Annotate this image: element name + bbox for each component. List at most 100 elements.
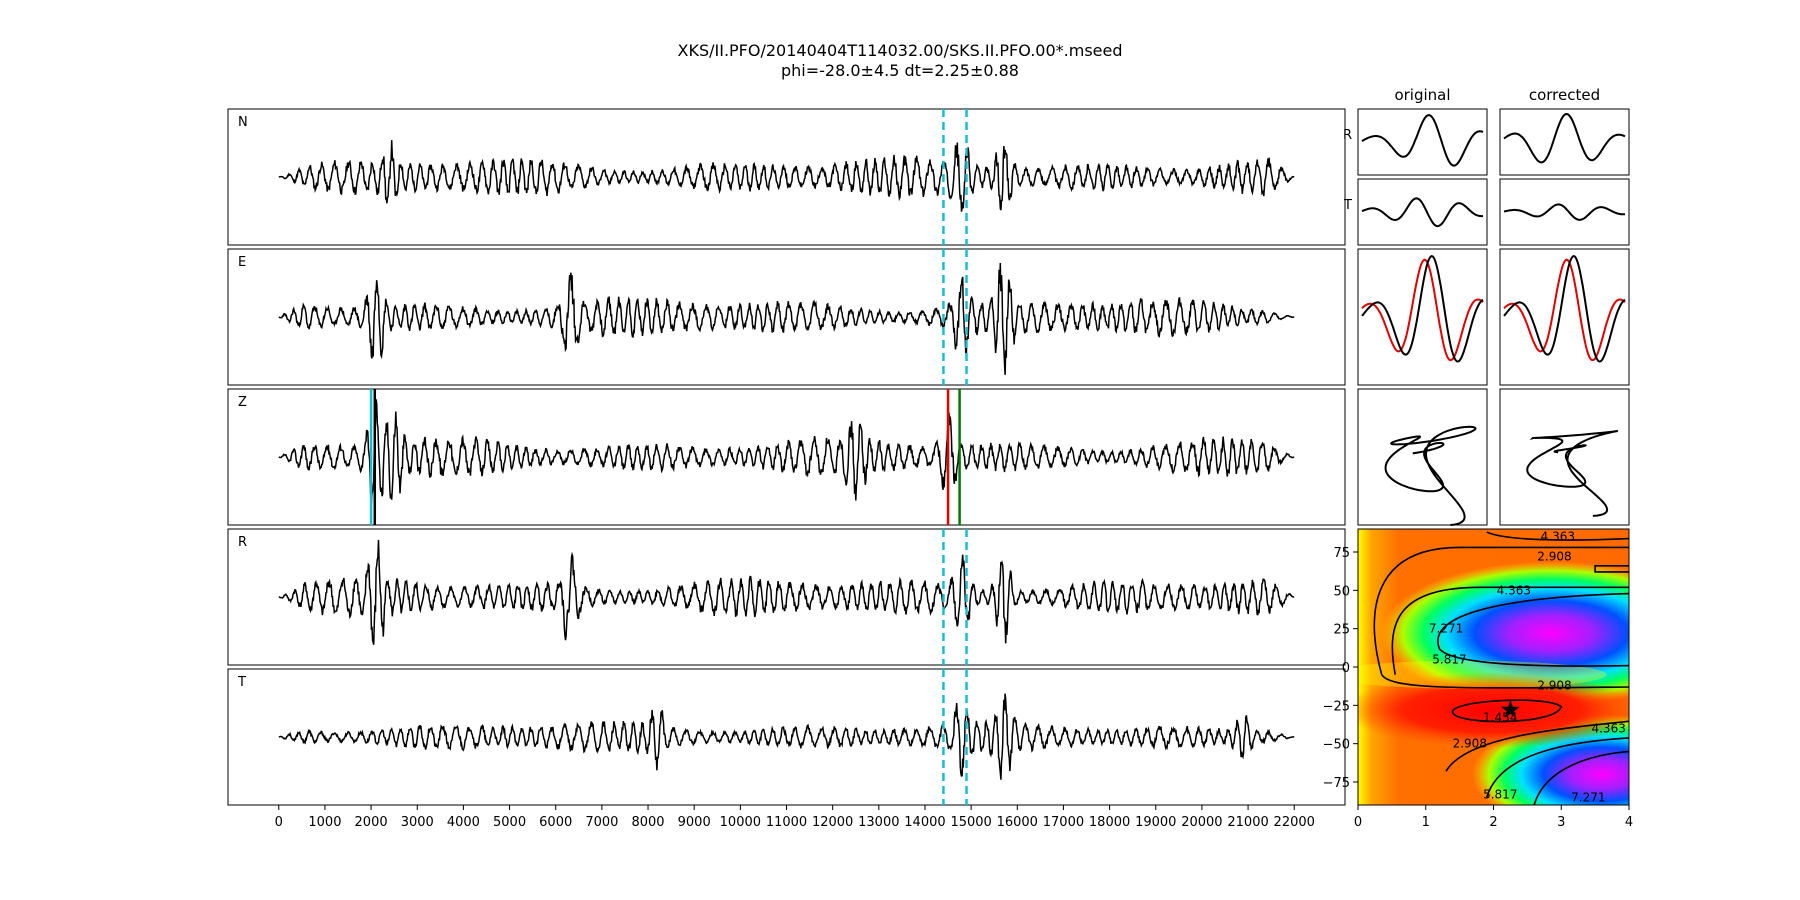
x-tick-label: 3	[1557, 815, 1565, 830]
x-tick-label: 14000	[904, 815, 945, 830]
trace-waveform	[278, 693, 1295, 780]
contour-label: 7.271	[1429, 622, 1463, 636]
side-panel-original-3	[1357, 388, 1488, 526]
x-tick-label: 10000	[720, 815, 761, 830]
contour-line	[1533, 750, 1629, 805]
x-tick-label: 2000	[355, 815, 388, 830]
contour-line	[1373, 546, 1629, 675]
x-tick-label: 4000	[447, 815, 480, 830]
side-panel-frame	[1357, 108, 1488, 176]
contour-line	[1452, 699, 1563, 723]
x-tick-label: 8000	[631, 815, 664, 830]
contour-label: 2.908	[1453, 737, 1487, 751]
x-tick-label: 0	[1354, 815, 1362, 830]
side-panel-frame	[1357, 248, 1488, 386]
y-tick-label: −50	[1323, 738, 1350, 753]
best-fit-star	[1500, 699, 1520, 718]
particle-motion	[1526, 430, 1618, 517]
trace-waveform	[278, 140, 1295, 212]
x-tick-label: 16000	[997, 815, 1038, 830]
x-tick-label: 11000	[766, 815, 807, 830]
trace-panel-label: T	[237, 675, 246, 690]
component-label-r: R	[1343, 128, 1352, 143]
x-tick-label: 6000	[539, 815, 572, 830]
figure-title: XKS/II.PFO/20140404T114032.00/SKS.II.PFO…	[0, 41, 1800, 81]
contour-label: 7.271	[1571, 790, 1605, 804]
error-surface: 4.3632.9084.3637.2715.8172.9081.4544.363…	[1323, 528, 1633, 830]
trace-panel-t: T	[227, 668, 1346, 806]
side-panel-original-0	[1357, 108, 1488, 176]
trace-panel-z: Z	[227, 388, 1346, 526]
overlay-red-waveform	[1361, 258, 1484, 362]
trace-x-axis: 0 1000 2000 3000 4000 5000 6000 7000 8000 9000 100…	[275, 805, 1315, 830]
trace-panel-n: N	[227, 108, 1346, 246]
y-tick-label: 50	[1333, 584, 1350, 599]
contour-label: 4.363	[1591, 721, 1625, 735]
y-tick-label: −25	[1323, 699, 1350, 714]
x-tick-label: 2	[1489, 815, 1497, 830]
title-line-2: phi=-28.0±4.5 dt=2.25±0.88	[781, 61, 1019, 80]
x-tick-label: 20000	[1181, 815, 1222, 830]
x-tick-label: 15000	[950, 815, 991, 830]
title-line-1: XKS/II.PFO/20140404T114032.00/SKS.II.PFO…	[677, 41, 1123, 60]
trace-waveform	[278, 262, 1295, 375]
contour-label: 5.817	[1483, 787, 1517, 801]
x-tick-label: 17000	[1043, 815, 1084, 830]
contour-label: 2.908	[1537, 550, 1571, 564]
x-tick-label: 21000	[1227, 815, 1268, 830]
surface-ridge	[1358, 660, 1607, 689]
side-panel-frame	[1499, 108, 1630, 176]
trace-panel-label: R	[238, 535, 247, 550]
contour-line	[1485, 737, 1629, 798]
x-tick-label: 1	[1422, 815, 1430, 830]
side-panel-original-2	[1357, 248, 1488, 386]
contour-label: 2.908	[1537, 678, 1571, 692]
overlay-black-waveform	[1361, 255, 1484, 363]
trace-panel-label: N	[238, 115, 248, 130]
contour-label: 5.817	[1432, 652, 1466, 666]
side-panel-frame	[1499, 388, 1630, 526]
x-tick-label: 1000	[308, 815, 341, 830]
trace-panel-e: E	[227, 248, 1346, 386]
side-panel-frame	[1357, 178, 1488, 246]
overlay-black-waveform	[1503, 255, 1626, 363]
y-tick-label: −75	[1323, 776, 1350, 791]
component-label-t: T	[1343, 198, 1352, 213]
x-tick-label: 5000	[493, 815, 526, 830]
side-panel-corrected-3	[1499, 388, 1630, 526]
side-panel-corrected-0	[1499, 108, 1630, 176]
x-tick-label: 12000	[812, 815, 853, 830]
contour-label: 4.363	[1497, 583, 1531, 597]
x-tick-label: 13000	[858, 815, 899, 830]
trace-panel-r: R	[227, 528, 1346, 666]
x-tick-label: 22000	[1274, 815, 1315, 830]
side-panel-corrected-2	[1499, 248, 1630, 386]
x-tick-label: 18000	[1089, 815, 1130, 830]
x-tick-label: 3000	[401, 815, 434, 830]
particle-motion	[1384, 425, 1477, 526]
y-tick-label: 75	[1333, 546, 1350, 561]
side-panel-frame	[1499, 248, 1630, 386]
overlay-red-waveform	[1503, 258, 1626, 362]
contour-line	[1445, 720, 1629, 772]
side-panel-frame	[1357, 388, 1488, 526]
contour-line	[1594, 565, 1629, 573]
radial-waveform	[1503, 112, 1626, 164]
x-tick-label: 19000	[1135, 815, 1176, 830]
contour-label: 4.363	[1541, 530, 1575, 544]
trace-panel-label: E	[238, 255, 246, 270]
y-tick-label: 25	[1333, 623, 1350, 638]
trace-panel-label: Z	[238, 395, 247, 410]
side-panel-frame	[1499, 178, 1630, 246]
contour-line	[1486, 531, 1629, 541]
trace-waveform	[278, 399, 1295, 505]
x-tick-label: 4	[1625, 815, 1633, 830]
x-tick-label: 9000	[678, 815, 711, 830]
transverse-waveform	[1503, 203, 1626, 221]
y-tick-label: 0	[1342, 661, 1350, 676]
radial-waveform	[1361, 114, 1484, 167]
x-tick-label: 7000	[585, 815, 618, 830]
side-panel-corrected-1	[1499, 178, 1630, 246]
